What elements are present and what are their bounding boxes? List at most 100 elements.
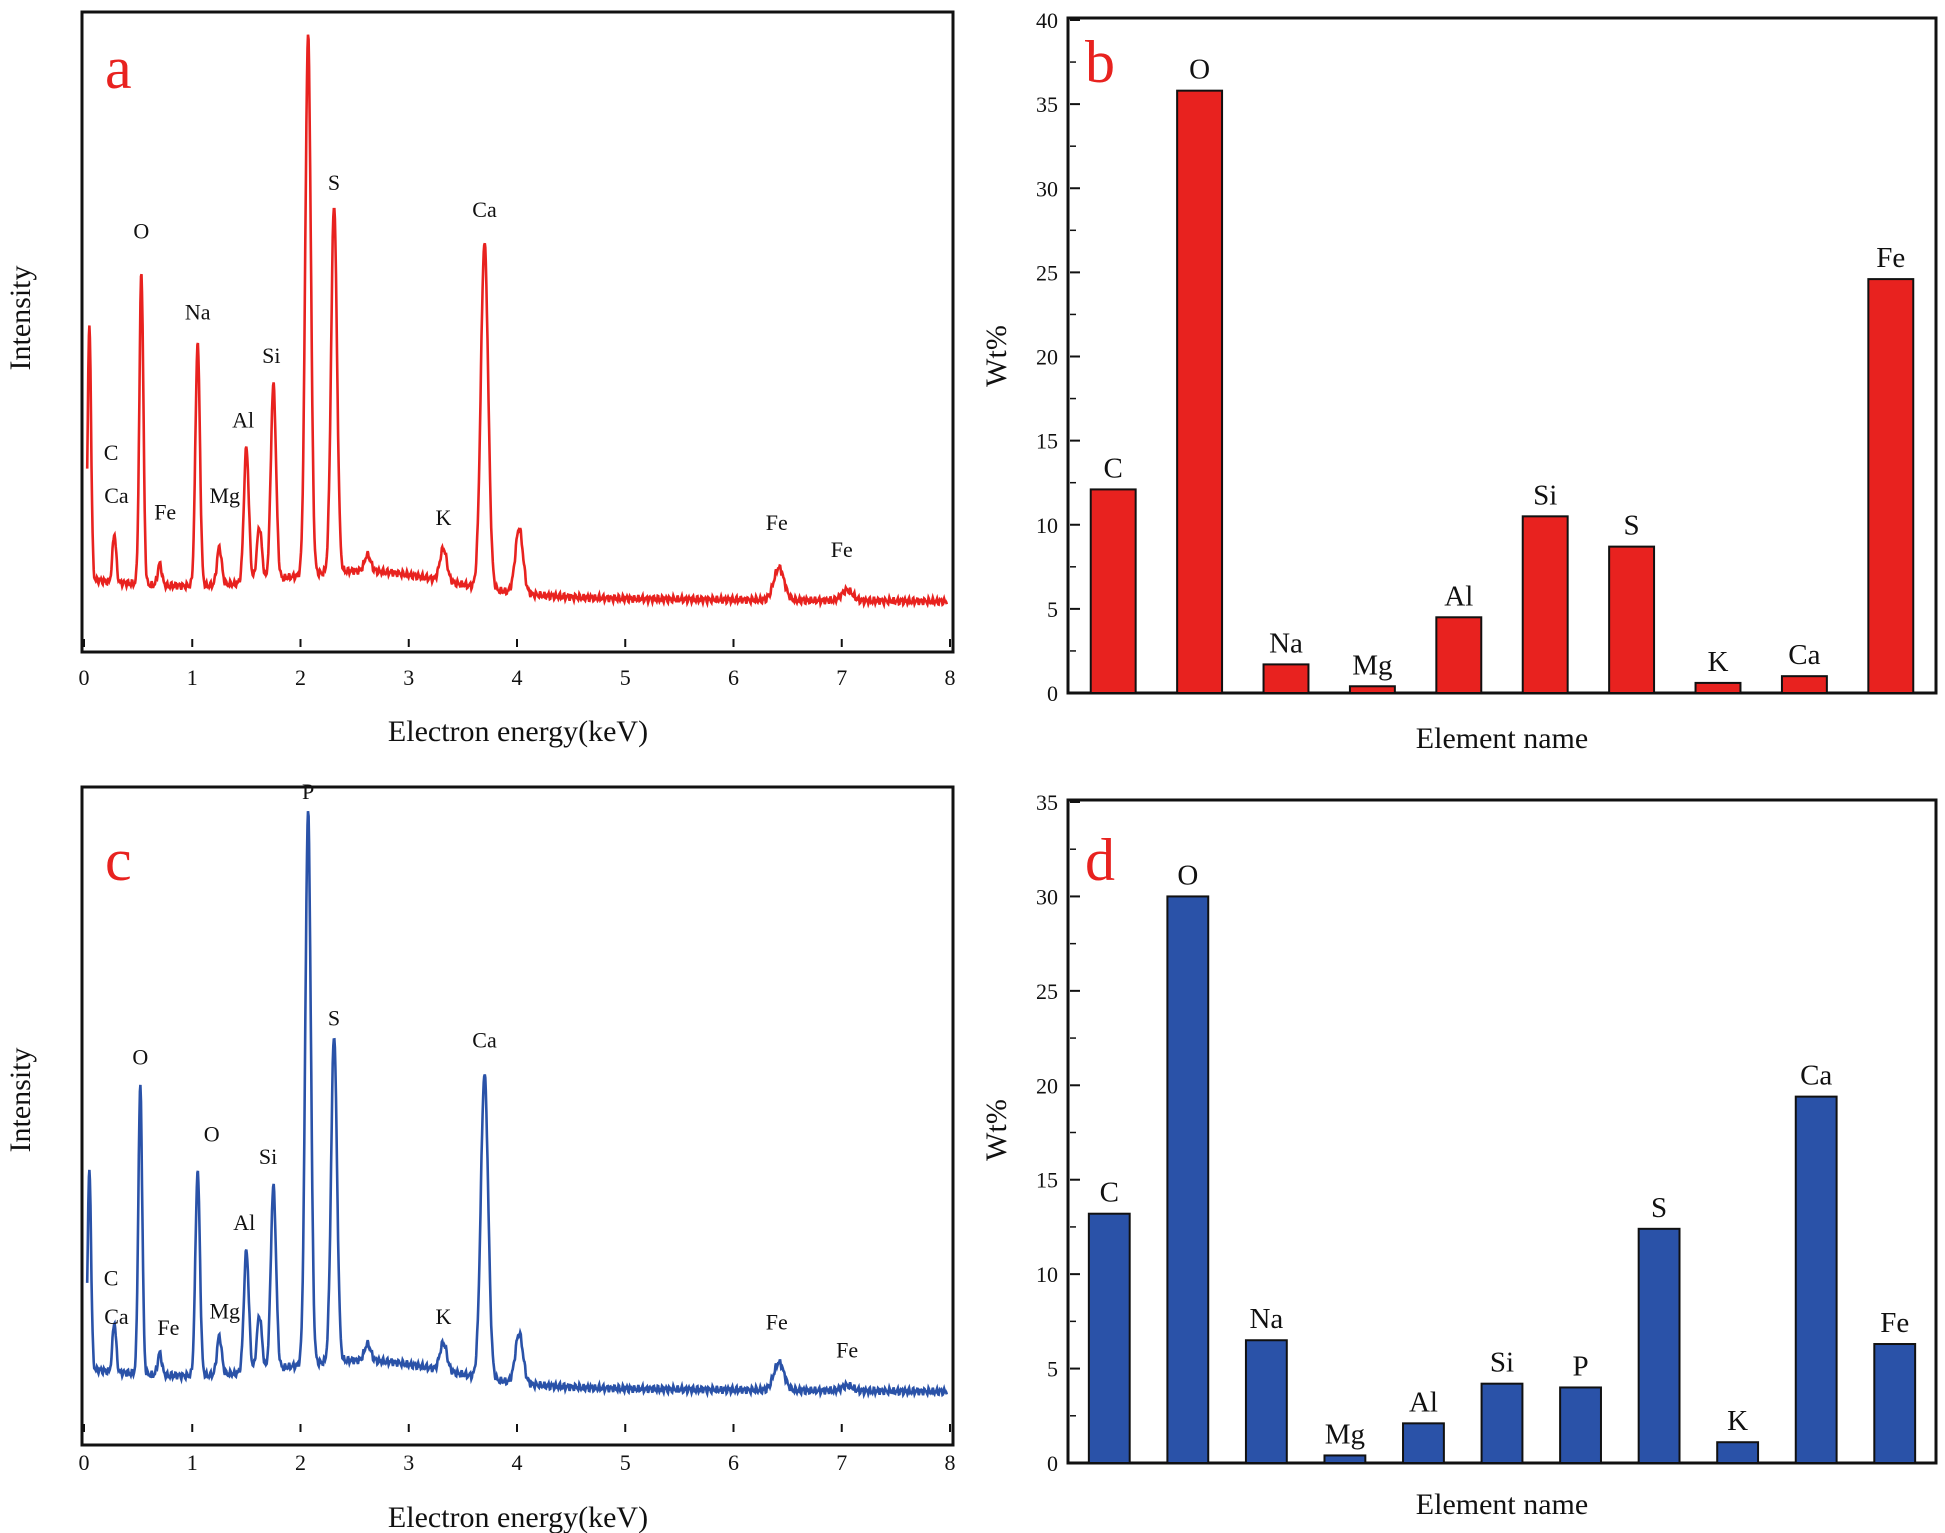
panel-a-ylabel: Intensity bbox=[4, 266, 37, 371]
spectrum-line bbox=[85, 34, 949, 610]
panel-c-plot: 0 1 2 3 4 5 6 7 8 P C Ca O Fe O Mg Al Si S K Ca Fe Fe bbox=[79, 779, 956, 1475]
panel-c-eds-spectrum: c 0 1 2 3 4 5 6 7 8 P C Ca O Fe O Mg Al Si S K Ca Fe Fe Electr… bbox=[4, 779, 956, 1533]
x-tick-label: 4 bbox=[512, 665, 523, 690]
bar-label: O bbox=[1177, 859, 1198, 891]
bar-k bbox=[1694, 681, 1742, 695]
bar-label: Fe bbox=[1880, 1307, 1909, 1339]
y-tick-label: 5 bbox=[1047, 597, 1058, 622]
panel-a-xlabel: Electron energy(keV) bbox=[388, 715, 648, 748]
peak-label: Ca bbox=[104, 1304, 129, 1329]
bar-o bbox=[1176, 89, 1224, 695]
y-tick-label: 25 bbox=[1036, 979, 1058, 1004]
bar-fe bbox=[1873, 1343, 1917, 1465]
y-tick-label: 35 bbox=[1036, 92, 1058, 117]
bar-ca bbox=[1794, 1095, 1838, 1465]
bar-ca bbox=[1780, 675, 1828, 694]
peak-label: Fe bbox=[157, 1315, 179, 1340]
bar-p bbox=[1559, 1386, 1602, 1465]
bar-mg bbox=[1323, 1454, 1367, 1464]
bar-al bbox=[1402, 1422, 1445, 1464]
panel-c-letter: c bbox=[105, 827, 132, 893]
panel-a-letter: a bbox=[105, 35, 132, 101]
bar-label: Ca bbox=[1788, 639, 1820, 671]
bar-na bbox=[1262, 663, 1310, 695]
y-tick-label: 20 bbox=[1036, 1073, 1058, 1098]
bar-label: C bbox=[1104, 452, 1123, 484]
bar-label: S bbox=[1624, 510, 1640, 542]
x-tick-label: 4 bbox=[512, 1450, 523, 1475]
peak-label: Na bbox=[185, 300, 211, 325]
peak-label: K bbox=[435, 505, 451, 530]
peak-label: Si bbox=[262, 343, 280, 368]
peak-label: O bbox=[204, 1122, 220, 1147]
x-tick-label: 5 bbox=[620, 665, 631, 690]
peak-label: S bbox=[328, 1006, 340, 1031]
y-tick-label: 10 bbox=[1036, 1262, 1058, 1287]
peak-label: C bbox=[104, 1265, 119, 1290]
bar-label: Mg bbox=[1325, 1418, 1365, 1450]
panel-c-ylabel: Intensity bbox=[4, 1048, 37, 1153]
peak-label: O bbox=[132, 1044, 148, 1069]
peak-label: Ca bbox=[472, 197, 497, 222]
peak-label: P bbox=[302, 779, 314, 804]
bar-mg bbox=[1348, 685, 1396, 695]
bar-si bbox=[1480, 1382, 1524, 1465]
panel-a-eds-spectrum: a 0 1 2 3 4 5 6 7 8 C Ca O Fe Na Mg Al Si S K Ca Fe Fe Electr… bbox=[4, 10, 956, 748]
y-tick-label: 25 bbox=[1036, 260, 1058, 285]
peak-label: Fe bbox=[836, 1337, 858, 1362]
panel-b-xlabel: Element name bbox=[1416, 722, 1588, 755]
peak-label: Fe bbox=[154, 499, 176, 524]
y-tick-label: 30 bbox=[1036, 176, 1058, 201]
y-tick-label: 15 bbox=[1036, 1168, 1058, 1193]
bar-label: Fe bbox=[1876, 242, 1905, 274]
peak-label: Si bbox=[259, 1144, 277, 1169]
panel-b-frame bbox=[1066, 16, 1938, 695]
x-tick-label: 8 bbox=[945, 665, 956, 690]
panel-c-frame bbox=[80, 785, 955, 1447]
x-tick-label: 0 bbox=[79, 1450, 90, 1475]
bar-al bbox=[1435, 616, 1483, 694]
bar-label: C bbox=[1100, 1177, 1119, 1209]
y-tick-label: 15 bbox=[1036, 429, 1058, 454]
bar-c bbox=[1089, 488, 1137, 695]
y-tick-label: 35 bbox=[1036, 790, 1058, 815]
x-tick-label: 1 bbox=[187, 665, 198, 690]
bar-c bbox=[1087, 1212, 1131, 1465]
x-tick-label: 7 bbox=[836, 665, 847, 690]
panel-a-plot: 0 1 2 3 4 5 6 7 8 C Ca O Fe Na Mg Al Si S K Ca Fe Fe bbox=[79, 34, 956, 690]
peak-label: O bbox=[133, 219, 149, 244]
peak-label: Mg bbox=[209, 1299, 240, 1324]
bar-label: Al bbox=[1444, 580, 1473, 612]
y-tick-label: 0 bbox=[1047, 681, 1058, 706]
bar-label: Na bbox=[1249, 1303, 1283, 1335]
peak-label: Fe bbox=[766, 1310, 788, 1335]
bar-label: O bbox=[1189, 54, 1210, 86]
x-tick-label: 3 bbox=[403, 1450, 414, 1475]
y-tick-label: 30 bbox=[1036, 884, 1058, 909]
y-tick-label: 5 bbox=[1047, 1357, 1058, 1382]
y-tick-label: 0 bbox=[1047, 1451, 1058, 1476]
peak-label: S bbox=[328, 170, 340, 195]
panel-b-letter: b bbox=[1085, 29, 1115, 95]
panel-d-plot: 0 5 10 15 20 25 30 35 C O Na Mg Al Si P S K Ca Fe bbox=[1036, 790, 1917, 1476]
y-tick-label: 10 bbox=[1036, 513, 1058, 538]
y-tick-label: 20 bbox=[1036, 345, 1058, 370]
panel-d-letter: d bbox=[1085, 827, 1115, 893]
peak-label: Al bbox=[232, 408, 254, 433]
panel-c-xlabel: Electron energy(keV) bbox=[388, 1501, 648, 1533]
bar-label: Al bbox=[1409, 1386, 1438, 1418]
x-tick-label: 2 bbox=[295, 1450, 306, 1475]
x-tick-label: 5 bbox=[620, 1450, 631, 1475]
bar-label: P bbox=[1572, 1350, 1588, 1382]
bar-label: S bbox=[1651, 1192, 1667, 1224]
bar-label: Na bbox=[1269, 627, 1303, 659]
x-tick-label: 7 bbox=[836, 1450, 847, 1475]
bar-o bbox=[1166, 895, 1210, 1464]
bar-label: Si bbox=[1490, 1347, 1514, 1379]
x-tick-label: 1 bbox=[187, 1450, 198, 1475]
panel-d-bar-chart: d 0 5 10 15 20 25 30 35 C O Na Mg Al Si P S K Ca Fe Elemen… bbox=[980, 790, 1938, 1521]
bar-label: Ca bbox=[1800, 1060, 1832, 1092]
bar-k bbox=[1716, 1441, 1760, 1464]
bar-si bbox=[1521, 515, 1569, 695]
